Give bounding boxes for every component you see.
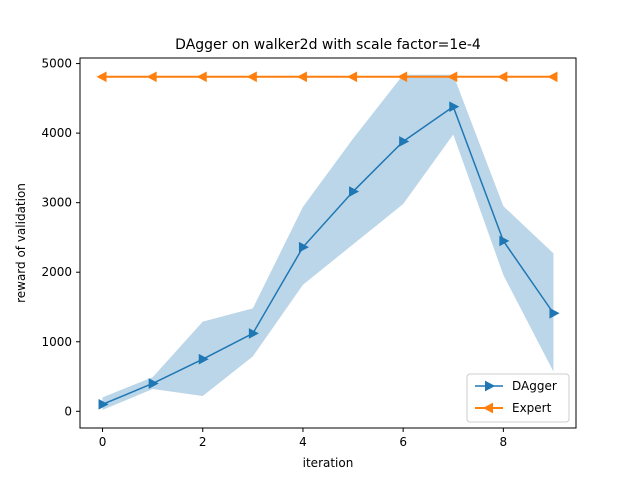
legend-label-expert: Expert bbox=[512, 401, 552, 415]
x-tick-label: 2 bbox=[199, 435, 207, 449]
expert-point bbox=[196, 71, 207, 83]
legend: DAgger Expert bbox=[466, 373, 570, 423]
dagger-point bbox=[399, 136, 410, 147]
expert-point bbox=[397, 71, 408, 83]
y-axis: 0 1000 2000 3000 4000 5000 bbox=[41, 57, 80, 418]
dagger-point bbox=[98, 399, 109, 410]
plot-frame bbox=[79, 57, 577, 429]
y-tick-label: 5000 bbox=[41, 57, 72, 71]
x-axis-label: iteration bbox=[303, 456, 354, 470]
expert-point bbox=[296, 71, 307, 83]
x-tick-label: 0 bbox=[99, 435, 107, 449]
expert-point bbox=[246, 71, 257, 83]
dagger-point bbox=[198, 353, 209, 365]
dagger-point bbox=[499, 235, 510, 247]
expert-point bbox=[447, 71, 458, 83]
dagger-confidence-band bbox=[102, 74, 554, 410]
chart-title: DAgger on walker2d with scale factor=1e-… bbox=[175, 37, 481, 53]
x-tick-label: 4 bbox=[299, 435, 307, 449]
y-tick-label: 3000 bbox=[41, 196, 72, 210]
y-tick-label: 4000 bbox=[41, 126, 72, 140]
expert-point bbox=[96, 71, 107, 83]
x-tick-label: 6 bbox=[399, 435, 407, 449]
dagger-point bbox=[449, 101, 460, 113]
dagger-point bbox=[298, 241, 310, 253]
legend-label-dagger: DAgger bbox=[512, 379, 557, 393]
legend-marker-expert bbox=[482, 402, 493, 414]
y-axis-label: reward of validation bbox=[14, 183, 28, 303]
plot-area bbox=[96, 71, 560, 410]
expert-point bbox=[346, 71, 358, 83]
dagger-point bbox=[549, 307, 560, 319]
y-tick-label: 1000 bbox=[41, 335, 72, 349]
expert-point bbox=[547, 71, 558, 83]
x-axis: 0 2 4 6 8 bbox=[99, 428, 507, 449]
x-tick-label: 8 bbox=[500, 435, 508, 449]
expert-point bbox=[146, 71, 157, 83]
dagger-point bbox=[148, 378, 159, 389]
dagger-point bbox=[349, 186, 360, 197]
dagger-series-line bbox=[102, 105, 555, 406]
y-tick-label: 2000 bbox=[41, 265, 72, 279]
y-tick-label: 0 bbox=[64, 404, 72, 418]
dagger-point bbox=[248, 328, 259, 339]
expert-point bbox=[497, 71, 508, 83]
legend-marker-dagger bbox=[485, 380, 496, 392]
